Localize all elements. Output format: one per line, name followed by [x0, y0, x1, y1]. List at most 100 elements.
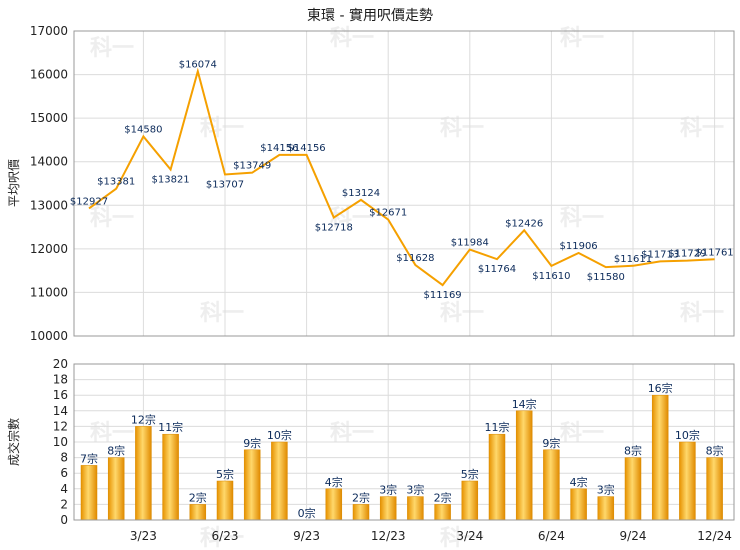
volume-data-label: 10宗 [675, 428, 700, 442]
volume-data-label: 7宗 [80, 451, 98, 465]
volume-data-label: 16宗 [648, 381, 673, 395]
watermark-text: 科一 [440, 116, 484, 141]
watermark-text: 科一 [560, 206, 604, 231]
chart-title: 東環 - 實用呎價走勢 [307, 7, 433, 24]
price-data-label: $11611 [614, 254, 652, 265]
price-data-label: $12671 [369, 208, 407, 219]
watermark-text: 科一 [200, 301, 244, 326]
volume-bar [379, 496, 397, 521]
price-data-label: $11984 [451, 238, 489, 249]
volume-data-label: 8宗 [107, 444, 125, 458]
price-data-label: $11610 [532, 271, 570, 282]
price-line [88, 67, 715, 287]
watermark-text: 科一 [680, 301, 724, 326]
bar-chart-x-ticks: 3/23 6/23 9/23 12/23 3/24 6/24 9/24 12/24 [130, 529, 732, 543]
price-data-label: $14580 [124, 124, 162, 135]
y-tick-label: 12000 [30, 242, 68, 256]
volume-data-label: 5宗 [461, 467, 479, 481]
y-tick-label: 13000 [30, 198, 68, 212]
y-tick-label: 8 [60, 451, 68, 465]
volume-bar [135, 426, 152, 521]
watermark-text: 科一 [440, 526, 484, 550]
price-data-label: $11169 [424, 290, 462, 301]
volume-data-label: 11宗 [158, 420, 183, 434]
price-data-label: $16074 [179, 59, 217, 70]
price-data-label: $13381 [97, 177, 135, 188]
x-tick-label: 9/24 [620, 529, 647, 543]
watermark-text: 科一 [200, 526, 244, 550]
volume-data-label: 2宗 [352, 490, 370, 504]
volume-bar [271, 441, 288, 521]
watermark-text: 科一 [560, 26, 604, 51]
watermark-text: 科一 [440, 301, 484, 326]
price-data-label: $13749 [233, 161, 271, 172]
price-data-label: $11580 [587, 272, 625, 283]
price-data-labels: $12927 $13381 $14580 $13821 $16074 $13707 $137… [70, 59, 734, 301]
watermark-text: 科一 [680, 116, 724, 141]
volume-bar [407, 496, 424, 521]
x-tick-label: 12/23 [371, 529, 406, 543]
volume-data-label: 3宗 [379, 483, 397, 497]
y-tick-label: 17000 [30, 24, 68, 38]
volume-bar [243, 449, 261, 521]
price-data-label: $12718 [315, 223, 353, 234]
volume-data-label: 8宗 [624, 444, 642, 458]
price-data-label: $13821 [152, 175, 190, 186]
price-data-label: $11761 [696, 247, 734, 258]
y-tick-label: 16000 [30, 68, 68, 82]
x-tick-label: 6/24 [538, 529, 565, 543]
y-tick-label: 14 [53, 404, 68, 418]
price-data-label: $11764 [478, 264, 516, 275]
volume-data-label: 14宗 [512, 397, 537, 411]
y-tick-label: 20 [53, 357, 68, 371]
volume-data-label: 12宗 [131, 412, 156, 426]
bar-chart-y-label: 成交宗數 [6, 418, 21, 466]
watermark-text: 科一 [90, 36, 134, 61]
price-data-label: $14156 [288, 143, 326, 154]
volume-data-label: 8宗 [706, 444, 724, 458]
price-data-label: $11628 [396, 253, 434, 264]
volume-bar-series [80, 394, 723, 521]
volume-bar [162, 433, 179, 521]
y-tick-label: 10000 [30, 329, 68, 343]
volume-data-label: 3宗 [406, 483, 424, 497]
y-tick-label: 16 [53, 388, 68, 402]
y-tick-label: 6 [60, 466, 68, 480]
x-tick-label: 3/24 [456, 529, 483, 543]
x-tick-label: 9/23 [293, 529, 320, 543]
volume-data-label: 5宗 [216, 467, 234, 481]
volume-bar [352, 504, 370, 521]
volume-bar [325, 488, 343, 521]
price-data-label: $11729 [668, 249, 706, 260]
x-tick-label: 3/23 [130, 529, 157, 543]
price-data-label: $13707 [206, 179, 244, 190]
price-data-label: $12927 [70, 196, 108, 207]
volume-data-label: 3宗 [597, 483, 615, 497]
price-data-label: $11713 [641, 249, 679, 260]
volume-data-label: 4宗 [325, 475, 343, 489]
volume-bar [706, 457, 723, 521]
price-data-label: $12426 [505, 218, 543, 229]
volume-bar [107, 457, 125, 521]
price-line-series [88, 67, 715, 287]
volume-bar [515, 410, 533, 521]
volume-bar [216, 480, 234, 521]
y-tick-label: 4 [60, 482, 68, 496]
x-tick-label: 6/23 [212, 529, 239, 543]
volume-bar [488, 433, 506, 521]
line-chart-y-label: 平均呎價 [7, 159, 21, 207]
y-tick-label: 11000 [30, 285, 68, 299]
volume-data-label: 11宗 [485, 420, 510, 434]
watermark-text: 科一 [200, 116, 244, 141]
volume-data-label: 2宗 [434, 490, 452, 504]
volume-bar [461, 480, 479, 521]
y-tick-label: 14000 [30, 155, 68, 169]
price-data-label: $13124 [342, 188, 380, 199]
volume-bar [80, 465, 98, 521]
volume-data-label: 2宗 [189, 490, 207, 504]
y-tick-label: 15000 [30, 111, 68, 125]
volume-data-label: 9宗 [542, 436, 560, 450]
watermark-text: 科一 [330, 26, 374, 51]
